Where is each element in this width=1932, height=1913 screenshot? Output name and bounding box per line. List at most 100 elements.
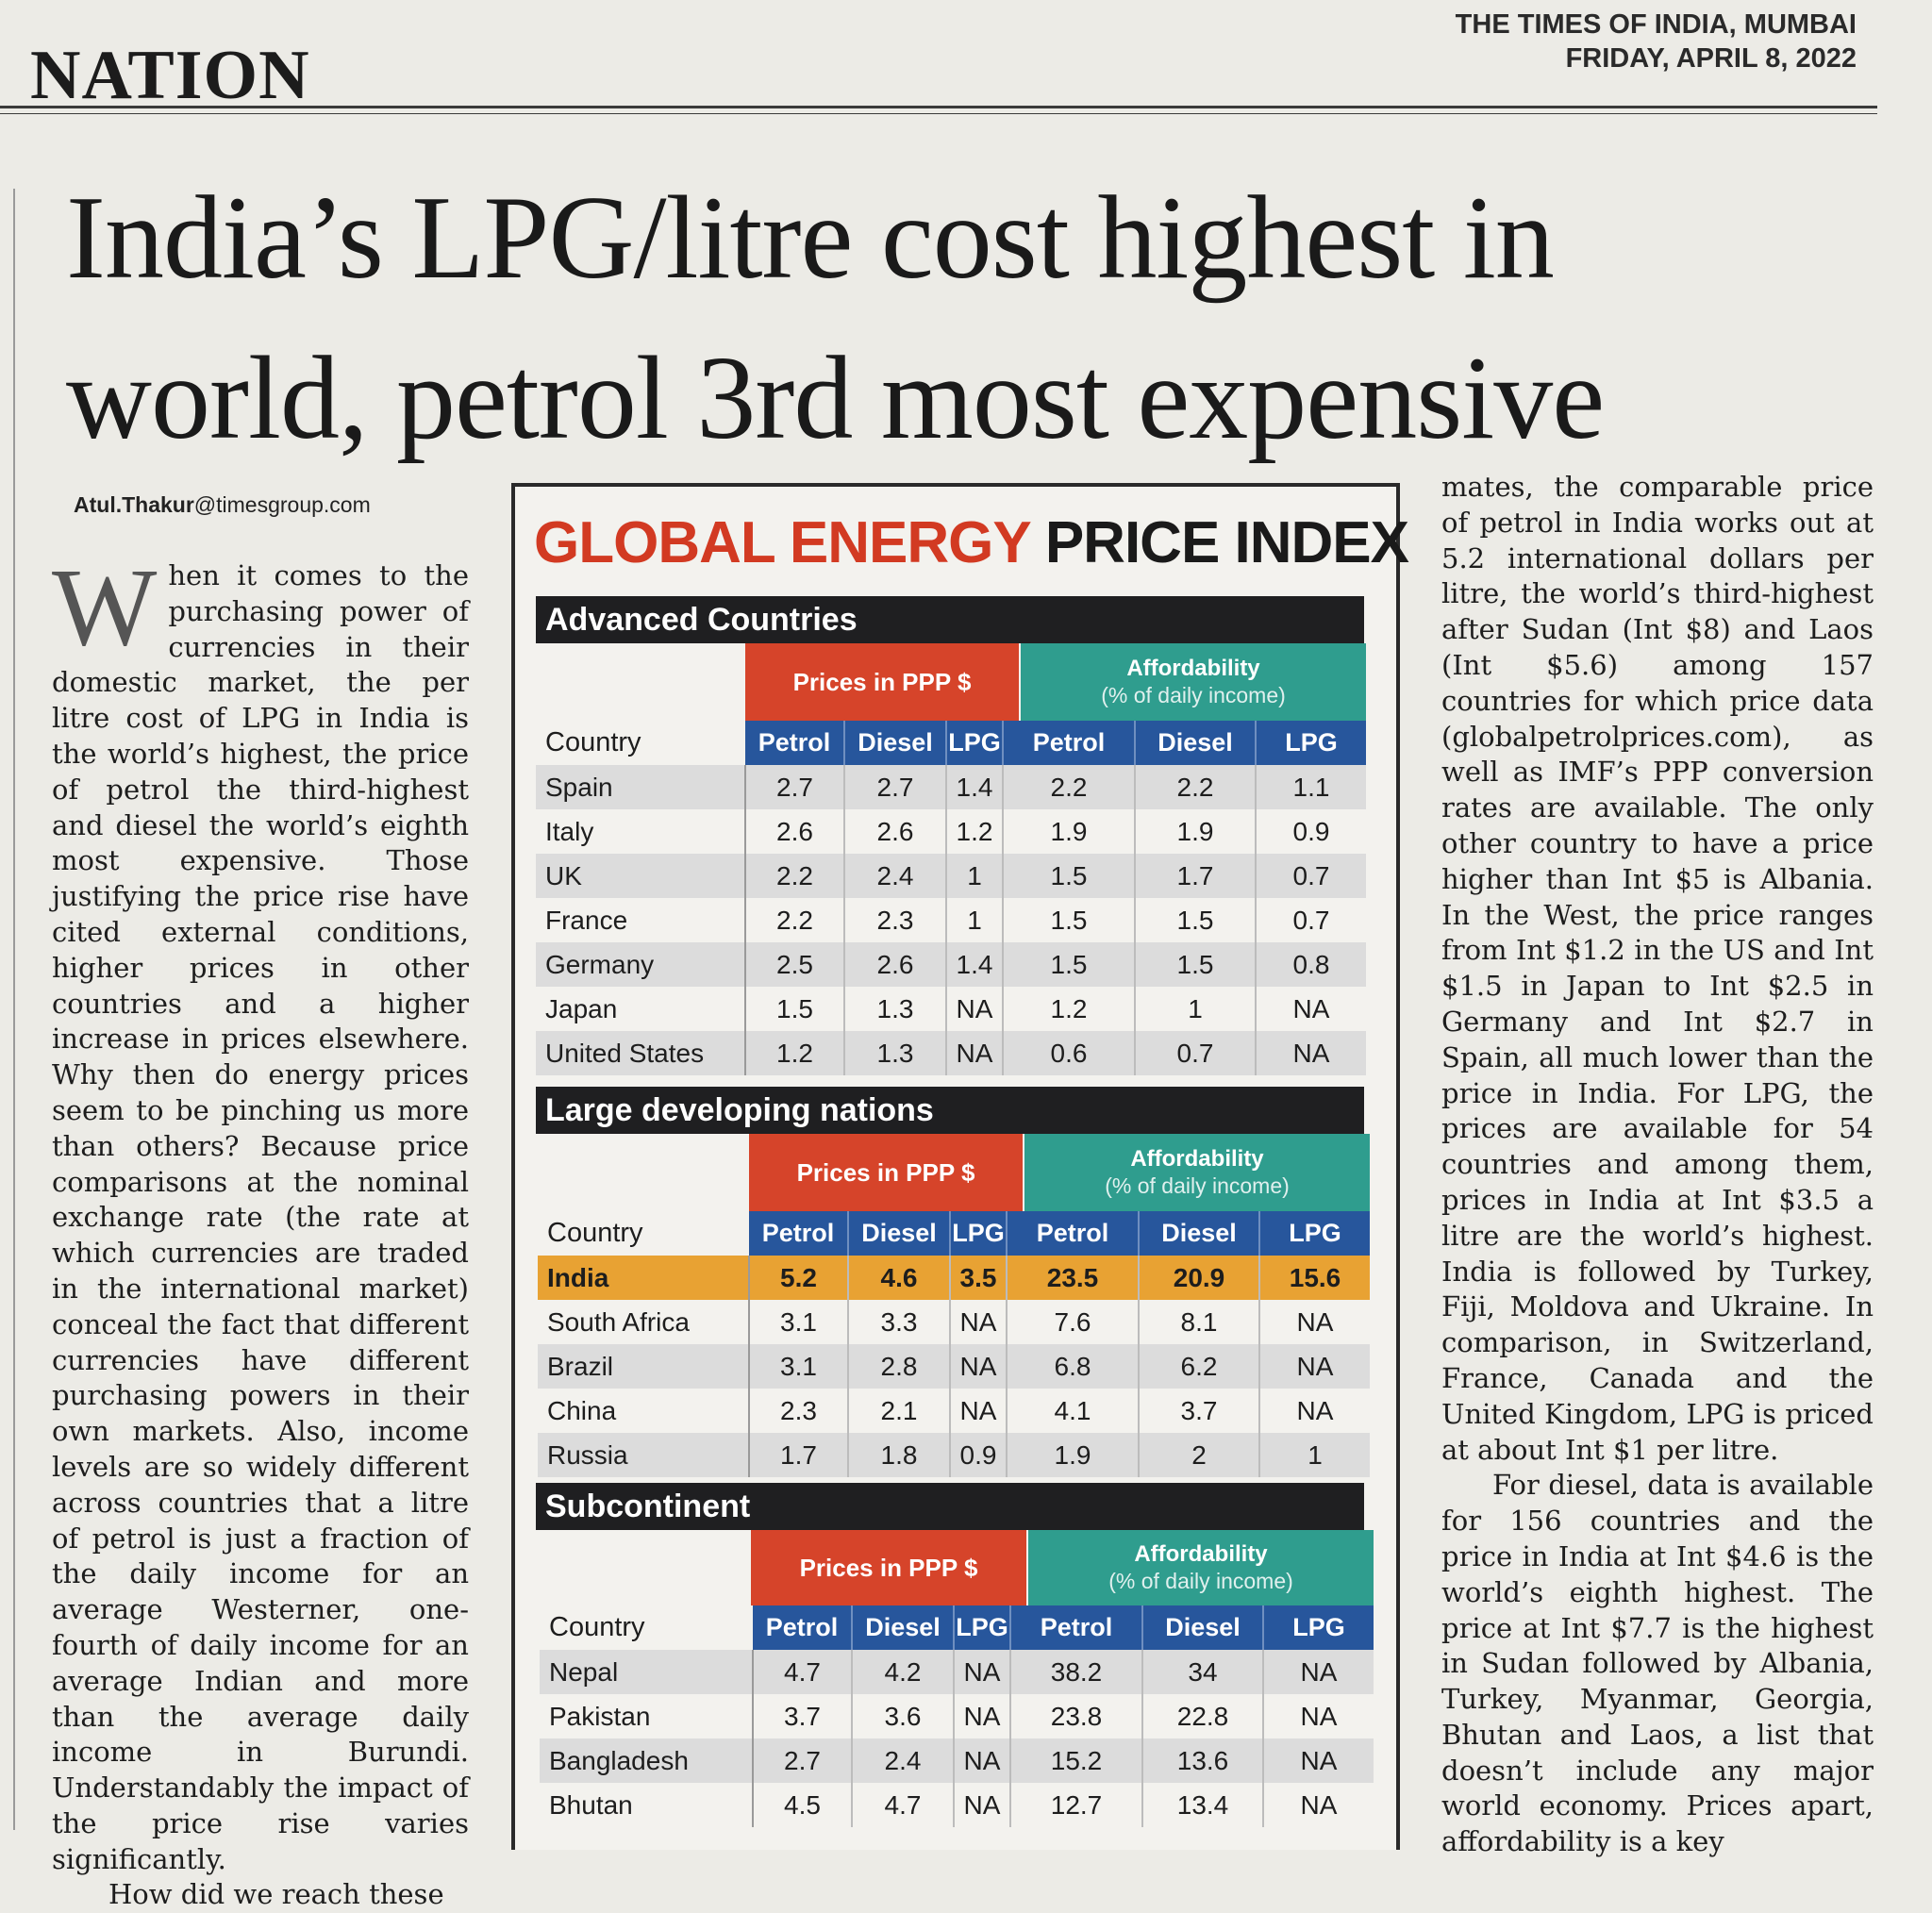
value-cell: 2.4 xyxy=(852,1738,955,1783)
value-cell: 1.4 xyxy=(946,942,1004,987)
table-row: UK 2.2 2.4 1 1.5 1.7 0.7 xyxy=(536,854,1366,898)
value-cell: 1.2 xyxy=(946,809,1004,854)
value-cell: 1 xyxy=(1259,1433,1370,1477)
value-cell: 20.9 xyxy=(1139,1256,1260,1300)
table-row: Nepal 4.7 4.2 NA 38.2 34 NA xyxy=(540,1650,1374,1694)
value-cell: 0.8 xyxy=(1256,942,1366,987)
country-cell: China xyxy=(538,1389,750,1433)
table-row: United States 1.2 1.3 NA 0.6 0.7 NA xyxy=(536,1031,1366,1075)
column-header-country: Country xyxy=(549,1612,645,1642)
section-band-subcontinent: Subcontinent xyxy=(536,1483,1364,1530)
value-cell: 15.2 xyxy=(1010,1738,1143,1783)
column-header-petrol: Petrol xyxy=(753,1605,853,1650)
value-cell: 1 xyxy=(1135,987,1257,1031)
table-row: Brazil 3.1 2.8 NA 6.8 6.2 NA xyxy=(538,1344,1370,1389)
value-cell: 6.8 xyxy=(1007,1344,1140,1389)
value-cell: 1.7 xyxy=(1135,854,1257,898)
price-table-advanced: Country Petrol Diesel LPG Petrol Diesel … xyxy=(536,721,1366,1075)
country-cell: UK xyxy=(536,854,746,898)
value-cell: NA xyxy=(946,1031,1004,1075)
table-header-row: Country Petrol Diesel LPG Petrol Diesel … xyxy=(540,1605,1374,1650)
column-header-diesel: Diesel xyxy=(852,1605,955,1650)
value-cell: 1 xyxy=(946,898,1004,942)
column-header-lpg-afford: LPG xyxy=(1263,1605,1374,1650)
header-affordability: Affordability (% of daily income) xyxy=(1024,1134,1370,1211)
value-cell: 0.9 xyxy=(1292,816,1330,846)
section-band-developing: Large developing nations xyxy=(536,1087,1364,1134)
value-cell: NA xyxy=(1263,1738,1374,1783)
value-cell: 7.6 xyxy=(1007,1300,1140,1344)
value-cell: 2.6 xyxy=(844,809,947,854)
value-cell: NA xyxy=(954,1650,1011,1694)
value-cell: NA xyxy=(954,1738,1011,1783)
value-cell: NA xyxy=(1292,993,1330,1023)
drop-cap: W xyxy=(52,545,158,669)
masthead-date: FRIDAY, APRIL 8, 2022 xyxy=(1565,43,1857,74)
header-afford-sub: (% of daily income) xyxy=(1108,1569,1293,1593)
value-cell: 1.5 xyxy=(1003,898,1136,942)
value-cell: 1.2 xyxy=(745,1031,845,1075)
byline-name: Atul.Thakur xyxy=(74,492,194,517)
value-cell: 2.4 xyxy=(844,854,947,898)
value-cell: 1.4 xyxy=(946,765,1004,809)
value-cell: 3.1 xyxy=(749,1300,849,1344)
value-cell: NA xyxy=(954,1783,1011,1827)
country-cell: Nepal xyxy=(540,1650,754,1694)
value-cell: 1.5 xyxy=(1135,898,1257,942)
table-row: France 2.2 2.3 1 1.5 1.5 0.7 xyxy=(536,898,1366,942)
country-cell: Bhutan xyxy=(540,1783,754,1827)
country-cell: Japan xyxy=(536,987,746,1031)
byline-domain: @timesgroup.com xyxy=(193,492,371,517)
value-cell: 0.7 xyxy=(1292,905,1330,935)
value-cell: NA xyxy=(950,1300,1008,1344)
header-prices-ppp: Prices in PPP $ xyxy=(749,1134,1023,1211)
header-afford-label: Affordability xyxy=(1134,1541,1268,1567)
column-header-petrol: Petrol xyxy=(745,721,845,765)
header-afford-label: Affordability xyxy=(1130,1146,1264,1172)
value-cell: NA xyxy=(1296,1395,1334,1425)
value-cell: 5.2 xyxy=(749,1256,849,1300)
value-cell: 1.9 xyxy=(1135,809,1257,854)
table-row: Bhutan 4.5 4.7 NA 12.7 13.4 NA xyxy=(540,1783,1374,1827)
value-cell: 1.5 xyxy=(1003,942,1136,987)
column-header-lpg: LPG xyxy=(946,721,1004,765)
value-cell: 2.6 xyxy=(844,942,947,987)
country-cell: India xyxy=(538,1256,750,1300)
header-prices-label: Prices in PPP $ xyxy=(799,1553,978,1582)
value-cell: 2.2 xyxy=(1135,765,1257,809)
value-cell: 12.7 xyxy=(1010,1783,1143,1827)
column-header-diesel-afford: Diesel xyxy=(1139,1211,1260,1256)
country-cell: France xyxy=(536,898,746,942)
headline: India’s LPG/litre cost highest in world,… xyxy=(66,158,1877,479)
value-cell: 0.6 xyxy=(1003,1031,1136,1075)
value-cell: NA xyxy=(1296,1306,1334,1337)
value-cell: 3.7 xyxy=(1139,1389,1260,1433)
price-table-developing: Country Petrol Diesel LPG Petrol Diesel … xyxy=(538,1211,1370,1477)
value-cell: NA xyxy=(1263,1650,1374,1694)
header-affordability: Affordability (% of daily income) xyxy=(1028,1530,1374,1605)
value-cell: 23.5 xyxy=(1007,1256,1140,1300)
header-rule-thin xyxy=(0,113,1877,114)
country-cell: Italy xyxy=(536,809,746,854)
country-cell: United States xyxy=(536,1031,746,1075)
infographic-title-part-1: GLOBAL ENERGY xyxy=(534,510,1031,575)
value-cell: NA xyxy=(950,1389,1008,1433)
header-prices-label: Prices in PPP $ xyxy=(796,1157,975,1187)
column-header-diesel-afford: Diesel xyxy=(1135,721,1257,765)
table-row: China 2.3 2.1 NA 4.1 3.7 NA xyxy=(538,1389,1370,1433)
table-row: Germany 2.5 2.6 1.4 1.5 1.5 0.8 xyxy=(536,942,1366,987)
value-cell: 2.7 xyxy=(745,765,845,809)
table-row: Pakistan 3.7 3.6 NA 23.8 22.8 NA xyxy=(540,1694,1374,1738)
column-header-diesel: Diesel xyxy=(848,1211,951,1256)
column-header-lpg: LPG xyxy=(950,1211,1008,1256)
value-cell: 13.4 xyxy=(1142,1783,1264,1827)
value-cell: 3.7 xyxy=(753,1694,853,1738)
header-prices-ppp: Prices in PPP $ xyxy=(745,643,1019,721)
header-prices-label: Prices in PPP $ xyxy=(792,667,972,696)
column-header-petrol: Petrol xyxy=(749,1211,849,1256)
table-row: Japan 1.5 1.3 NA 1.2 1 NA xyxy=(536,987,1366,1031)
value-cell: NA xyxy=(1300,1789,1338,1820)
value-cell: 0.9 xyxy=(950,1433,1008,1477)
value-cell: 2.2 xyxy=(745,854,845,898)
value-cell: 3.1 xyxy=(749,1344,849,1389)
